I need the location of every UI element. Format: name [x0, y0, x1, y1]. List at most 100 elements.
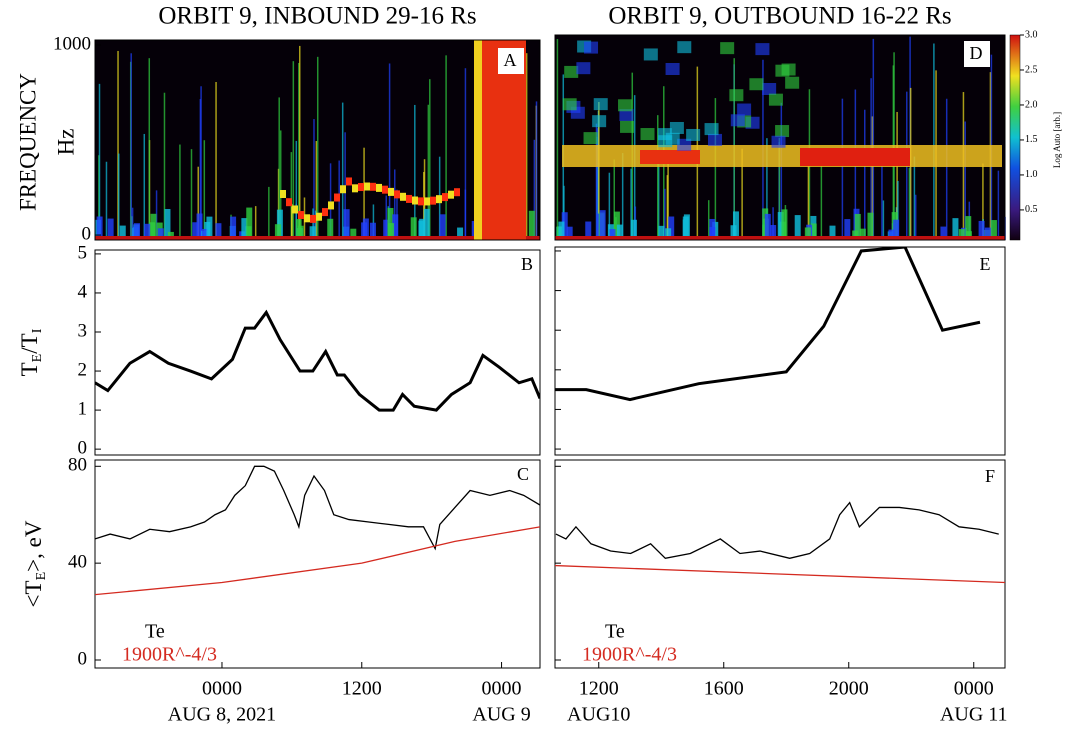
spectrogram-floor	[201, 228, 208, 240]
spectrogram-streak	[118, 153, 120, 240]
upper-patch	[584, 41, 599, 54]
colorbar-tick-label: 3.0	[1025, 29, 1038, 40]
spectrogram-streak	[863, 109, 866, 240]
spectrogram-floor	[206, 216, 213, 240]
emission-band	[328, 201, 334, 210]
spectrogram-floor	[246, 207, 253, 240]
panel-letter: E	[980, 254, 991, 274]
spectrogram-streak	[595, 123, 598, 240]
spectrogram-streak	[608, 172, 611, 240]
spectrogram-streak	[155, 190, 158, 240]
upper-patch	[618, 99, 633, 112]
upper-patch	[562, 98, 577, 111]
spectrogram-streak	[630, 168, 632, 240]
spectrogram-streak	[871, 116, 874, 240]
spectrogram-floor	[144, 223, 151, 240]
emission-band-core	[800, 148, 910, 166]
spectrogram-streak	[882, 200, 885, 240]
spectrogram-streak	[535, 101, 538, 240]
emission-band	[454, 188, 460, 197]
spectrogram-floor	[668, 216, 675, 240]
colorbar-tick-label: 0.5	[1025, 204, 1038, 215]
data-line	[555, 247, 981, 402]
spectrogram-streak	[290, 206, 293, 240]
spectrogram-streak	[316, 56, 319, 240]
emission-band	[310, 214, 316, 223]
panel-frame	[94, 39, 541, 241]
spectrogram-streak	[429, 79, 431, 240]
spectrogram-floor	[274, 224, 281, 240]
spectrogram-floor	[362, 218, 369, 240]
spectrogram-floor	[709, 227, 716, 240]
spectrogram-floor	[297, 225, 304, 240]
spectrogram-floor	[215, 223, 222, 240]
y-tick-label: 0	[78, 438, 88, 459]
panel-frame	[554, 246, 1006, 456]
spectrogram-streak	[372, 204, 375, 240]
y-tick-label: 0	[78, 648, 88, 669]
spectrogram-streak	[657, 115, 659, 240]
spectrogram-streak	[363, 147, 365, 240]
spectrogram-streak	[964, 121, 966, 240]
upper-patch	[564, 65, 579, 78]
date-label: AUG10	[567, 704, 630, 726]
upper-patch	[762, 82, 777, 95]
spectrogram-floor	[990, 220, 997, 240]
emission-band	[400, 192, 406, 201]
spectrogram-floor	[107, 218, 114, 240]
spectrogram-streak	[807, 164, 810, 240]
panel-letter-box	[498, 48, 524, 74]
spectrogram-streak	[613, 159, 615, 240]
spectrogram-floor	[952, 218, 959, 240]
spectrogram-streak	[872, 38, 875, 240]
emission-band	[286, 198, 292, 207]
upper-patch	[619, 109, 634, 122]
spectrogram-streak	[657, 163, 660, 240]
emission-band	[436, 195, 442, 204]
spectrogram-floor	[804, 227, 811, 240]
spectrogram-streak	[148, 58, 151, 241]
panel-title: ORBIT 9, INBOUND 29-16 Rs	[158, 3, 476, 30]
y-tick-label: 4	[78, 281, 88, 302]
emission-band	[304, 214, 310, 223]
spectrogram-streak	[163, 92, 166, 240]
emission-band	[280, 190, 286, 198]
spectrogram-floor	[764, 213, 771, 240]
spectrogram-floor	[192, 222, 199, 240]
emission-band	[358, 183, 364, 192]
emission-band	[382, 185, 388, 194]
spectrogram-streak	[908, 168, 911, 240]
date-label: AUG 8, 2021	[168, 704, 276, 726]
spectrogram-streak	[190, 149, 193, 240]
spectrogram-baseline	[95, 236, 540, 240]
panel-letter-box	[964, 41, 990, 67]
spectrogram-streak	[143, 133, 146, 240]
panel-frame	[554, 34, 1006, 241]
upper-patch	[592, 115, 607, 128]
spectrogram-floor	[439, 214, 446, 240]
spectrogram-streak	[298, 62, 300, 240]
spectrogram-floor	[665, 228, 672, 240]
spectrogram-streak	[896, 111, 898, 240]
spectrogram-floor	[167, 231, 174, 240]
spectrogram-streak	[556, 38, 559, 241]
spectrogram-streak	[667, 162, 669, 240]
emission-band	[388, 187, 394, 196]
spectrogram-floor	[630, 219, 637, 240]
spectrogram-floor	[164, 208, 171, 240]
spectrogram-streak	[945, 98, 948, 241]
spectrogram-floor	[599, 210, 606, 240]
emission-band	[430, 196, 436, 205]
spectrogram-floor	[558, 221, 565, 240]
spectrogram-floor	[616, 224, 623, 240]
spectrogram-streak	[117, 50, 119, 241]
spectrogram-streak	[298, 45, 301, 241]
spectrogram-streak	[254, 206, 257, 240]
emission-band	[340, 185, 346, 194]
y-tick-label: 5	[78, 242, 88, 263]
upper-patch	[768, 93, 783, 106]
spectrogram-streak	[427, 104, 430, 241]
emission-band	[412, 196, 418, 205]
upper-patch	[730, 114, 745, 127]
spectrogram-floor	[940, 226, 947, 240]
